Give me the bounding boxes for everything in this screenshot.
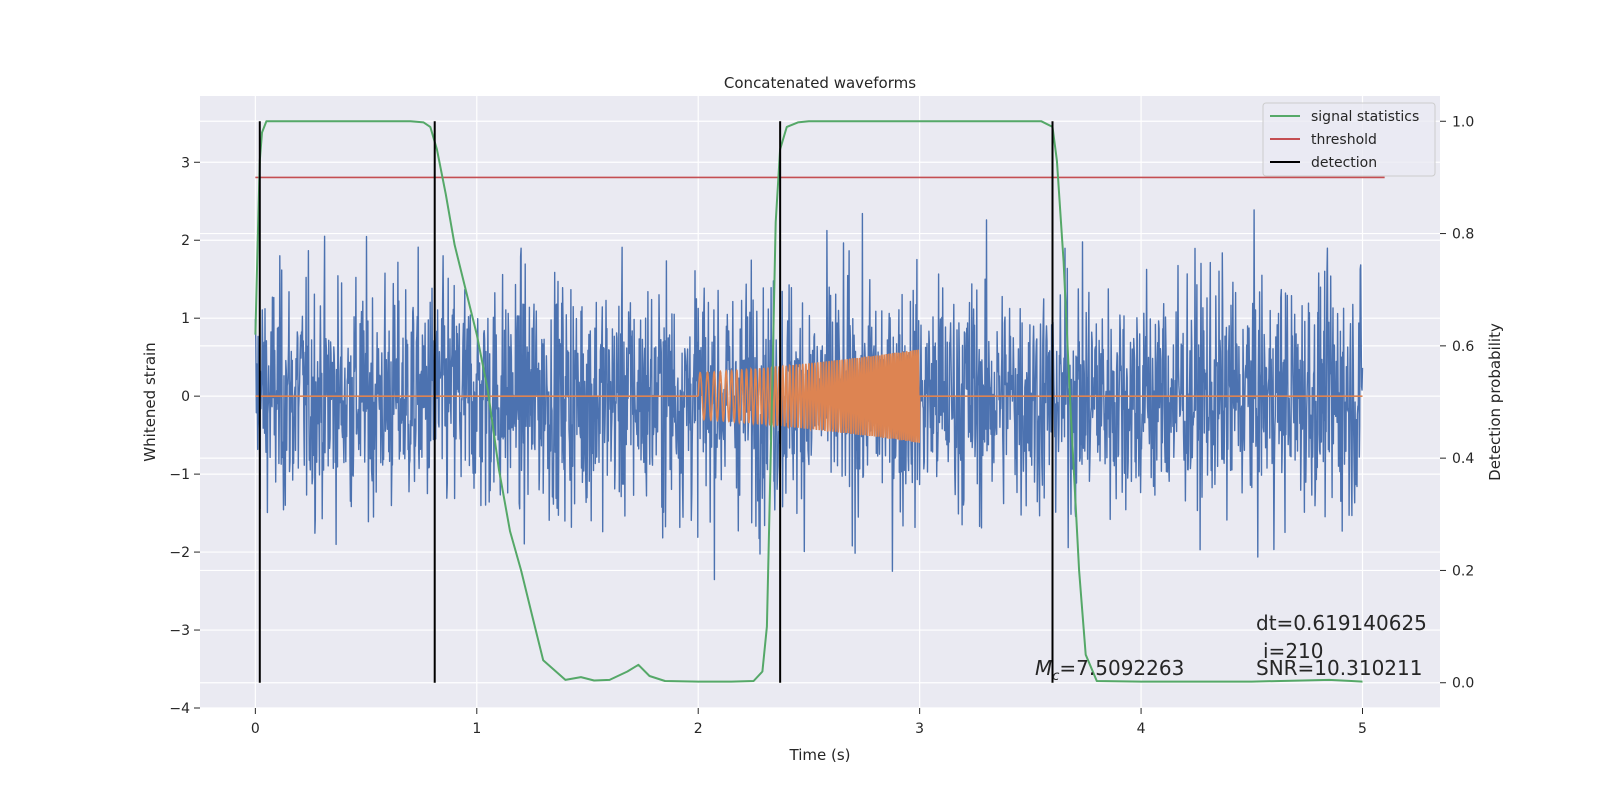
y-right-tick-label: 0.6 bbox=[1452, 339, 1474, 355]
template-trace-line bbox=[255, 349, 1363, 443]
y-left-tick-label: −4 bbox=[169, 701, 190, 717]
series-template bbox=[255, 349, 1363, 443]
annotation-index: i=210 bbox=[1263, 639, 1324, 663]
x-axis-label: Time (s) bbox=[789, 746, 851, 764]
axis-ticks: 0 1 2 3 4 5 −4 −3 −2 −1 0 1 2 3 0.0 0.2 0.4 0.6 0.8 1.0 bbox=[169, 114, 1474, 737]
y-left-tick-label: −3 bbox=[169, 623, 190, 639]
y-right-tick-label: 0.0 bbox=[1452, 676, 1474, 692]
annotation-chirp-mass: Mc=7.5092263 bbox=[1035, 656, 1184, 684]
x-tick-label: 2 bbox=[694, 721, 703, 737]
annotation-dt: dt=0.619140625 bbox=[1256, 611, 1427, 635]
legend-label-signal-statistics: signal statistics bbox=[1311, 109, 1419, 125]
grid-lines bbox=[200, 96, 1440, 709]
annotation-chirp-mass-subscript: c bbox=[1052, 669, 1059, 684]
x-tick-label: 0 bbox=[251, 721, 260, 737]
x-tick-label: 5 bbox=[1358, 721, 1367, 737]
annotation-chirp-mass-symbol: M bbox=[1035, 656, 1052, 680]
legend-label-detection: detection bbox=[1311, 155, 1377, 171]
annotation-chirp-mass-value: =7.5092263 bbox=[1059, 656, 1184, 680]
x-tick-label: 4 bbox=[1137, 721, 1146, 737]
y-right-tick-label: 1.0 bbox=[1452, 114, 1474, 130]
series-detection bbox=[258, 121, 1054, 683]
y-right-tick-label: 0.2 bbox=[1452, 563, 1474, 579]
y-left-tick-label: −2 bbox=[169, 545, 190, 561]
y-axis-label-left: Whitened strain bbox=[141, 342, 159, 461]
legend-label-threshold: threshold bbox=[1311, 132, 1377, 148]
y-left-tick-label: 2 bbox=[181, 233, 190, 249]
y-left-tick-label: 3 bbox=[181, 155, 190, 171]
legend: signal statistics threshold detection bbox=[1262, 102, 1436, 177]
x-tick-label: 1 bbox=[472, 721, 481, 737]
series-noise bbox=[254, 209, 1364, 581]
annotation-snr: SNR=10.310211 bbox=[1256, 656, 1422, 680]
x-tick-label: 3 bbox=[915, 721, 924, 737]
y-right-tick-label: 0.4 bbox=[1452, 451, 1474, 467]
series-signal-statistics bbox=[254, 120, 1363, 683]
noise-trace-line bbox=[254, 209, 1364, 581]
y-left-tick-label: 1 bbox=[181, 311, 190, 327]
legend-box bbox=[1262, 102, 1436, 177]
chart-title: Concatenated waveforms bbox=[724, 74, 916, 92]
signal-statistics-line bbox=[254, 120, 1363, 683]
y-axis-label-right: Detection probability bbox=[1486, 323, 1504, 481]
y-right-tick-label: 0.8 bbox=[1452, 227, 1474, 243]
y-left-tick-label: −1 bbox=[169, 467, 190, 483]
y-left-tick-label: 0 bbox=[181, 389, 190, 405]
